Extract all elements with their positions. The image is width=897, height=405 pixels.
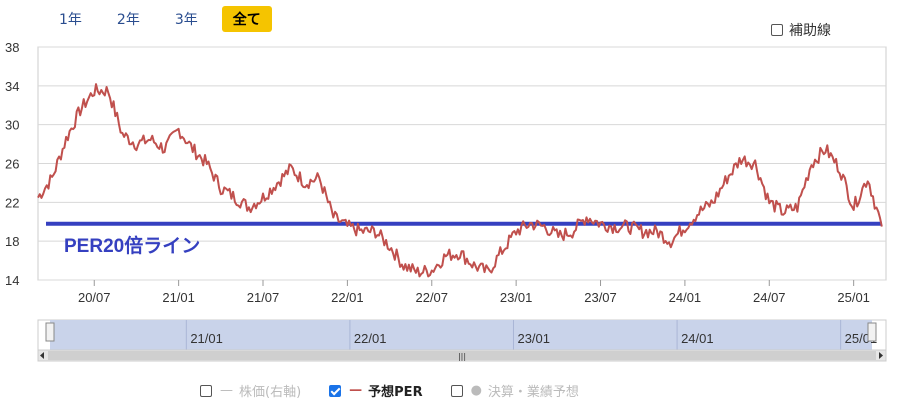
legend-checkbox-stock-price[interactable] (200, 384, 212, 397)
legend-marker-earnings: ● (470, 383, 482, 398)
navigator-handle-left[interactable] (45, 322, 55, 342)
per20-line-label: PER20倍ライン (64, 234, 200, 257)
arrow-left-icon[interactable] (40, 352, 44, 359)
x-tick-label: 21/07 (247, 290, 280, 305)
aux-line-label: 補助線 (789, 23, 831, 39)
navigator-handle-right[interactable] (867, 322, 877, 342)
x-tick-label: 24/07 (753, 290, 786, 305)
legend-item-earnings[interactable]: ● 決算・業績予想 (450, 381, 579, 400)
y-tick-label: 22 (5, 195, 19, 210)
legend-checkbox-forecast-per[interactable] (329, 384, 342, 397)
legend: — 株価(右軸) — 予想PER ● 決算・業績予想 (200, 381, 607, 400)
scrollbar-thumb[interactable] (48, 351, 876, 360)
legend-marker-forecast-per: — (349, 383, 363, 398)
x-tick-label: 22/07 (415, 290, 448, 305)
x-tick-label: 25/01 (837, 290, 870, 305)
grip-icon[interactable]: ||| (458, 352, 466, 361)
x-axis-ticks: 20/07 21/01 21/07 22/01 22/07 23/01 23/07 24/01… (78, 280, 870, 305)
y-axis-ticks: 38 34 30 26 22 18 14 (5, 40, 19, 288)
navigator-label: 24/01 (681, 331, 714, 346)
tab-2-years[interactable]: 2年 (116, 12, 140, 28)
navigator-selection[interactable] (50, 320, 872, 350)
legend-marker-stock-price: — (220, 383, 233, 398)
x-tick-label: 23/01 (500, 290, 533, 305)
legend-item-stock-price[interactable]: — 株価(右軸) (200, 381, 301, 400)
legend-label-earnings: 決算・業績予想 (487, 385, 579, 400)
navigator-label: 22/01 (354, 331, 387, 346)
navigator-labels: 21/01 22/01 23/01 24/01 25/01 (185, 320, 877, 350)
tab-3-years[interactable]: 3年 (174, 12, 198, 28)
navigator-label: 21/01 (190, 331, 223, 346)
y-tick-label: 38 (5, 40, 19, 55)
x-tick-label: 21/01 (162, 290, 195, 305)
per-series-line (37, 83, 883, 278)
y-tick-label: 30 (5, 118, 19, 133)
legend-item-forecast-per[interactable]: — 予想PER (329, 381, 423, 400)
aux-line-toggle[interactable]: 補助線 (771, 20, 831, 40)
x-tick-label: 22/01 (331, 290, 364, 305)
legend-label-forecast-per: 予想PER (368, 385, 423, 400)
tab-1-year[interactable]: 1年 (59, 12, 82, 28)
aux-line-checkbox[interactable] (771, 24, 783, 36)
x-tick-label: 24/01 (669, 290, 702, 305)
y-tick-label: 14 (5, 273, 19, 288)
period-tabs: 1年 2年 3年 全て (48, 6, 285, 32)
arrow-right-icon[interactable] (879, 352, 883, 359)
x-tick-label: 20/07 (78, 290, 111, 305)
grid-lines (38, 46, 886, 281)
x-tick-label: 23/07 (584, 290, 617, 305)
legend-checkbox-earnings[interactable] (450, 384, 463, 397)
tab-all[interactable]: 全て (221, 6, 272, 32)
y-tick-label: 18 (5, 234, 19, 249)
y-tick-label: 26 (5, 157, 19, 172)
legend-label-stock-price: 株価(右軸) (239, 385, 302, 400)
y-tick-label: 34 (5, 79, 19, 94)
navigator-label: 23/01 (517, 331, 550, 346)
